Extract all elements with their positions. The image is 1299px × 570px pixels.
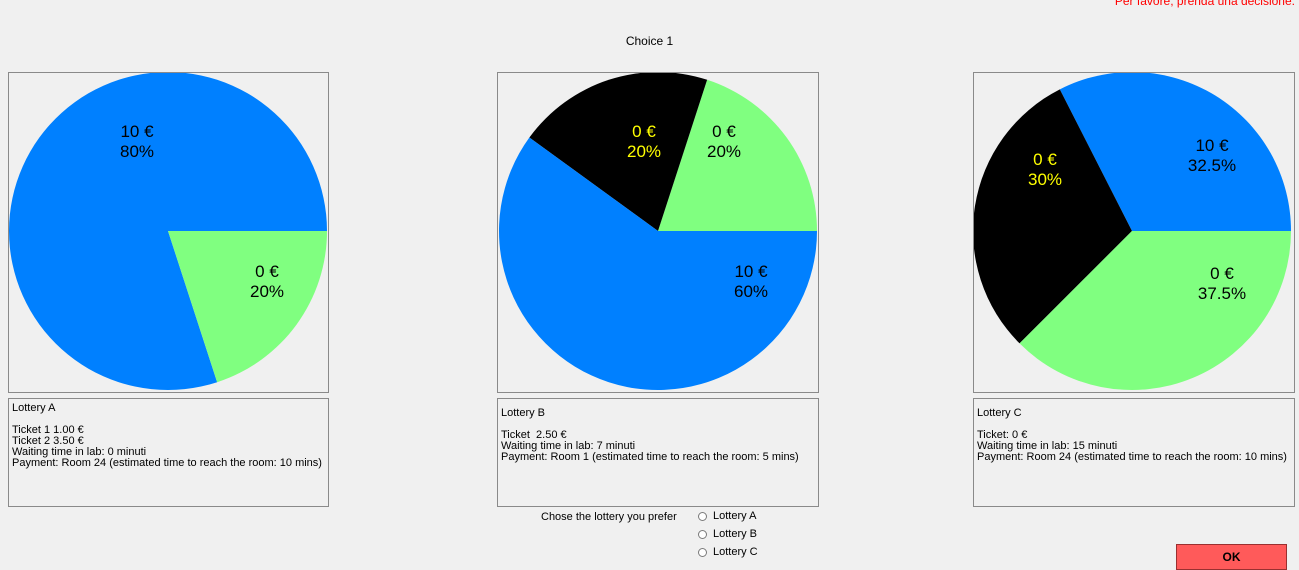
pie-a-label-0-percent: 80% — [120, 142, 154, 161]
pie-c-label-1-amount: 0 € — [1210, 264, 1234, 283]
pie-a-slice-1 — [168, 231, 327, 383]
pie-b-label-1-amount: 0 € — [632, 122, 656, 141]
lottery-c-waiting: Waiting time in lab: 15 minuti — [977, 440, 1118, 452]
lottery-b-waiting: Waiting time in lab: 7 minuti — [501, 440, 636, 452]
radio-circle-c[interactable] — [698, 547, 707, 557]
pie-b-slice-2 — [499, 137, 817, 391]
pie-b-label-0-amount: 0 € — [712, 122, 736, 141]
lottery-a-ticket-1: Ticket 1 1.00 € — [12, 424, 84, 436]
lottery-c-title: Lottery C — [977, 407, 1022, 419]
pie-chart-c: 10 €32.5%0 €37.5%0 €30% — [974, 73, 1291, 390]
lottery-a-ticket-2: Ticket 2 3.50 € — [12, 435, 84, 447]
lottery-a-description: Lottery A Ticket 1 1.00 € Ticket 2 3.50 … — [8, 398, 329, 507]
pie-c-label-2-percent: 30% — [1028, 170, 1062, 189]
pie-b-label-2-amount: 10 € — [734, 262, 768, 281]
radio-lottery-a[interactable]: Lottery A — [698, 510, 756, 522]
lottery-c-ticket: Ticket: 0 € — [977, 429, 1028, 441]
pie-panel-c: 10 €32.5% 0 €37.5% 0 €30% — [973, 72, 1295, 393]
pie-b-label-1-percent: 20% — [627, 142, 661, 161]
pie-b-slice-1 — [529, 73, 708, 231]
selection-prompt: Chose the lottery you prefer — [541, 511, 677, 523]
pie-chart-b: 0 €20%0 €20%10 €60% — [499, 73, 817, 391]
radio-lottery-b[interactable]: Lottery B — [698, 528, 757, 540]
pie-b-label-0-percent: 20% — [707, 142, 741, 161]
radio-label-b[interactable]: Lottery B — [713, 528, 758, 540]
pie-c-label-1-percent: 37.5% — [1198, 284, 1246, 303]
lottery-c-description: Lottery C Ticket: 0 € Waiting time in la… — [973, 398, 1295, 507]
lottery-b-ticket: Ticket 2.50 € — [501, 429, 567, 441]
pie-c-label-2-amount: 0 € — [1033, 150, 1057, 169]
notice-text: Per favore, prenda una decisione. — [1114, 0, 1295, 8]
lottery-b-payment: Payment: Room 1 (estimated time to reach… — [501, 451, 799, 463]
pie-a-label-0-amount: 10 € — [120, 122, 154, 141]
pie-c-slice-1 — [1019, 231, 1291, 390]
pie-b-slice-0 — [658, 79, 817, 231]
pie-c-slice-2 — [974, 89, 1132, 344]
radio-lottery-c[interactable]: Lottery C — [698, 546, 758, 558]
lottery-a-waiting: Waiting time in lab: 0 minuti — [12, 446, 147, 458]
pie-panel-b: 0 €20% 0 €20% 10 €60% — [497, 72, 819, 393]
pie-a-slice-0 — [9, 73, 327, 390]
pie-c-label-0-amount: 10 € — [1195, 136, 1229, 155]
lottery-b-description: Lottery B Ticket 2.50 € Waiting time in … — [497, 398, 819, 507]
lottery-a-title: Lottery A — [12, 402, 56, 414]
pie-chart-a: 10 €80% 0 €20% — [9, 73, 327, 390]
radio-circle-b[interactable] — [698, 529, 707, 539]
radio-circle-a[interactable] — [698, 511, 707, 521]
pie-b-label-2-percent: 60% — [734, 282, 768, 301]
pie-c-slice-0 — [1059, 73, 1291, 231]
pie-c-label-0-percent: 32.5% — [1188, 156, 1236, 175]
radio-label-a[interactable]: Lottery A — [713, 510, 757, 522]
pie-panel-a: 10 €80% 0 €20% — [8, 72, 329, 393]
page-title: Choice 1 — [625, 34, 674, 48]
pie-a-label-1-amount: 0 € — [255, 262, 279, 281]
lottery-c-payment: Payment: Room 24 (estimated time to reac… — [977, 451, 1287, 463]
lottery-a-payment: Payment: Room 24 (estimated time to reac… — [12, 457, 322, 469]
pie-a-label-1-percent: 20% — [250, 282, 284, 301]
radio-label-c[interactable]: Lottery C — [713, 546, 758, 558]
lottery-b-title: Lottery B — [501, 407, 546, 419]
ok-button[interactable]: OK — [1176, 544, 1287, 570]
